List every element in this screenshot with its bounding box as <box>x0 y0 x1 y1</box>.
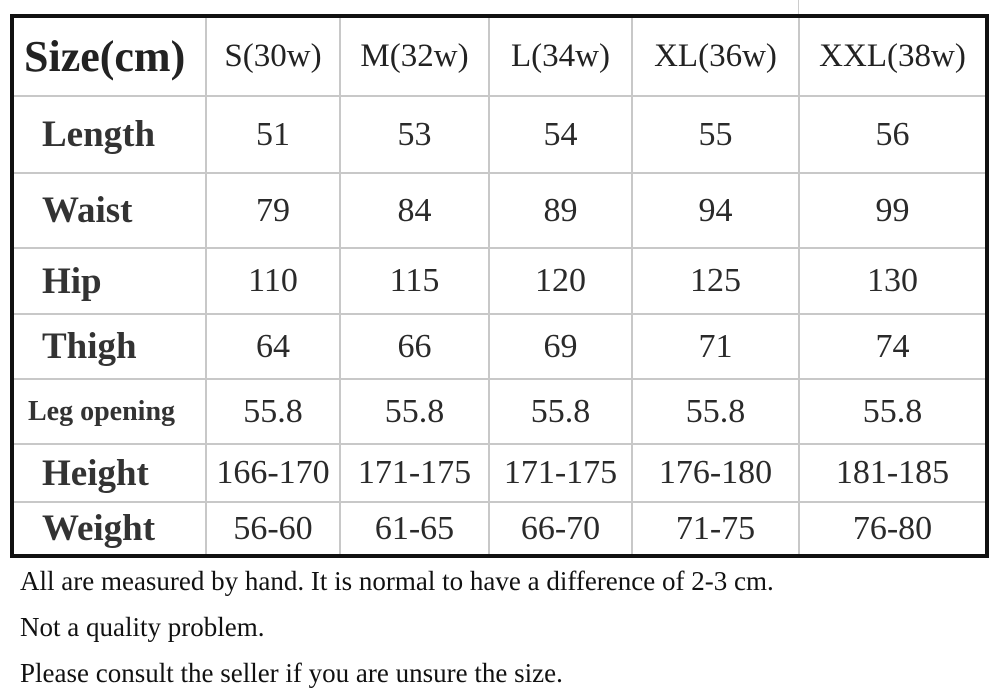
column-header-l: L(34w) <box>488 15 633 97</box>
table-cell: 71 <box>631 313 800 380</box>
table-cell: 84 <box>339 172 490 249</box>
column-header-xxl: XXL(38w) <box>798 15 988 97</box>
table-cell: 56 <box>798 95 988 174</box>
corner-label: Size(cm) <box>11 15 207 97</box>
table-cell: 120 <box>488 247 633 315</box>
table-cell: 66 <box>339 313 490 380</box>
header-row: Size(cm) S(30w) M(32w) L(34w) XL(36w) XX… <box>11 15 988 97</box>
table-cell: 64 <box>205 313 341 380</box>
row-label-waist: Waist <box>11 172 207 249</box>
table-row-hip: Hip 110 115 120 125 130 <box>11 247 988 315</box>
table-row-length: Length 51 53 54 55 56 <box>11 95 988 174</box>
table-cell: 55 <box>631 95 800 174</box>
table-cell: 74 <box>798 313 988 380</box>
table-cell: 115 <box>339 247 490 315</box>
table-cell: 79 <box>205 172 341 249</box>
table-cell: 66-70 <box>488 501 633 557</box>
table-cell: 110 <box>205 247 341 315</box>
table-cell: 55.8 <box>339 378 490 445</box>
table-cell: 51 <box>205 95 341 174</box>
table-cell: 99 <box>798 172 988 249</box>
table-cell: 176-180 <box>631 443 800 503</box>
row-label-thigh: Thigh <box>11 313 207 380</box>
table-row-waist: Waist 79 84 89 94 99 <box>11 172 988 249</box>
table-cell: 69 <box>488 313 633 380</box>
table-cell: 56-60 <box>205 501 341 557</box>
table-cell: 55.8 <box>631 378 800 445</box>
table-row-leg-opening: Leg opening 55.8 55.8 55.8 55.8 55.8 <box>11 378 988 445</box>
row-label-hip: Hip <box>11 247 207 315</box>
table-cell: 55.8 <box>488 378 633 445</box>
note-consult-seller: Please consult the seller if you are uns… <box>20 658 563 688</box>
table-row-thigh: Thigh 64 66 69 71 74 <box>11 313 988 380</box>
table-cell: 166-170 <box>205 443 341 503</box>
note-measured-by-hand: All are measured by hand. It is normal t… <box>20 566 774 596</box>
table-cell: 54 <box>488 95 633 174</box>
table-row-height: Height 166-170 171-175 171-175 176-180 1… <box>11 443 988 503</box>
table-cell: 61-65 <box>339 501 490 557</box>
table-cell: 171-175 <box>488 443 633 503</box>
row-label-leg-opening: Leg opening <box>11 378 207 445</box>
table-cell: 130 <box>798 247 988 315</box>
table-cell: 181-185 <box>798 443 988 503</box>
table-cell: 53 <box>339 95 490 174</box>
row-label-length: Length <box>11 95 207 174</box>
table-cell: 125 <box>631 247 800 315</box>
column-header-s: S(30w) <box>205 15 341 97</box>
top-divider-line <box>798 0 799 14</box>
table-cell: 71-75 <box>631 501 800 557</box>
table-cell: 89 <box>488 172 633 249</box>
table-cell: 171-175 <box>339 443 490 503</box>
table-cell: 94 <box>631 172 800 249</box>
column-header-xl: XL(36w) <box>631 15 800 97</box>
table-cell: 55.8 <box>798 378 988 445</box>
row-label-weight: Weight <box>11 501 207 557</box>
measurement-notes: All are measured by hand. It is normal t… <box>20 558 990 696</box>
size-chart-table: Size(cm) S(30w) M(32w) L(34w) XL(36w) XX… <box>10 14 989 558</box>
table-cell: 76-80 <box>798 501 988 557</box>
table-cell: 55.8 <box>205 378 341 445</box>
row-label-height: Height <box>11 443 207 503</box>
table-row-weight: Weight 56-60 61-65 66-70 71-75 76-80 <box>11 501 988 557</box>
note-quality: Not a quality problem. <box>20 612 265 642</box>
column-header-m: M(32w) <box>339 15 490 97</box>
